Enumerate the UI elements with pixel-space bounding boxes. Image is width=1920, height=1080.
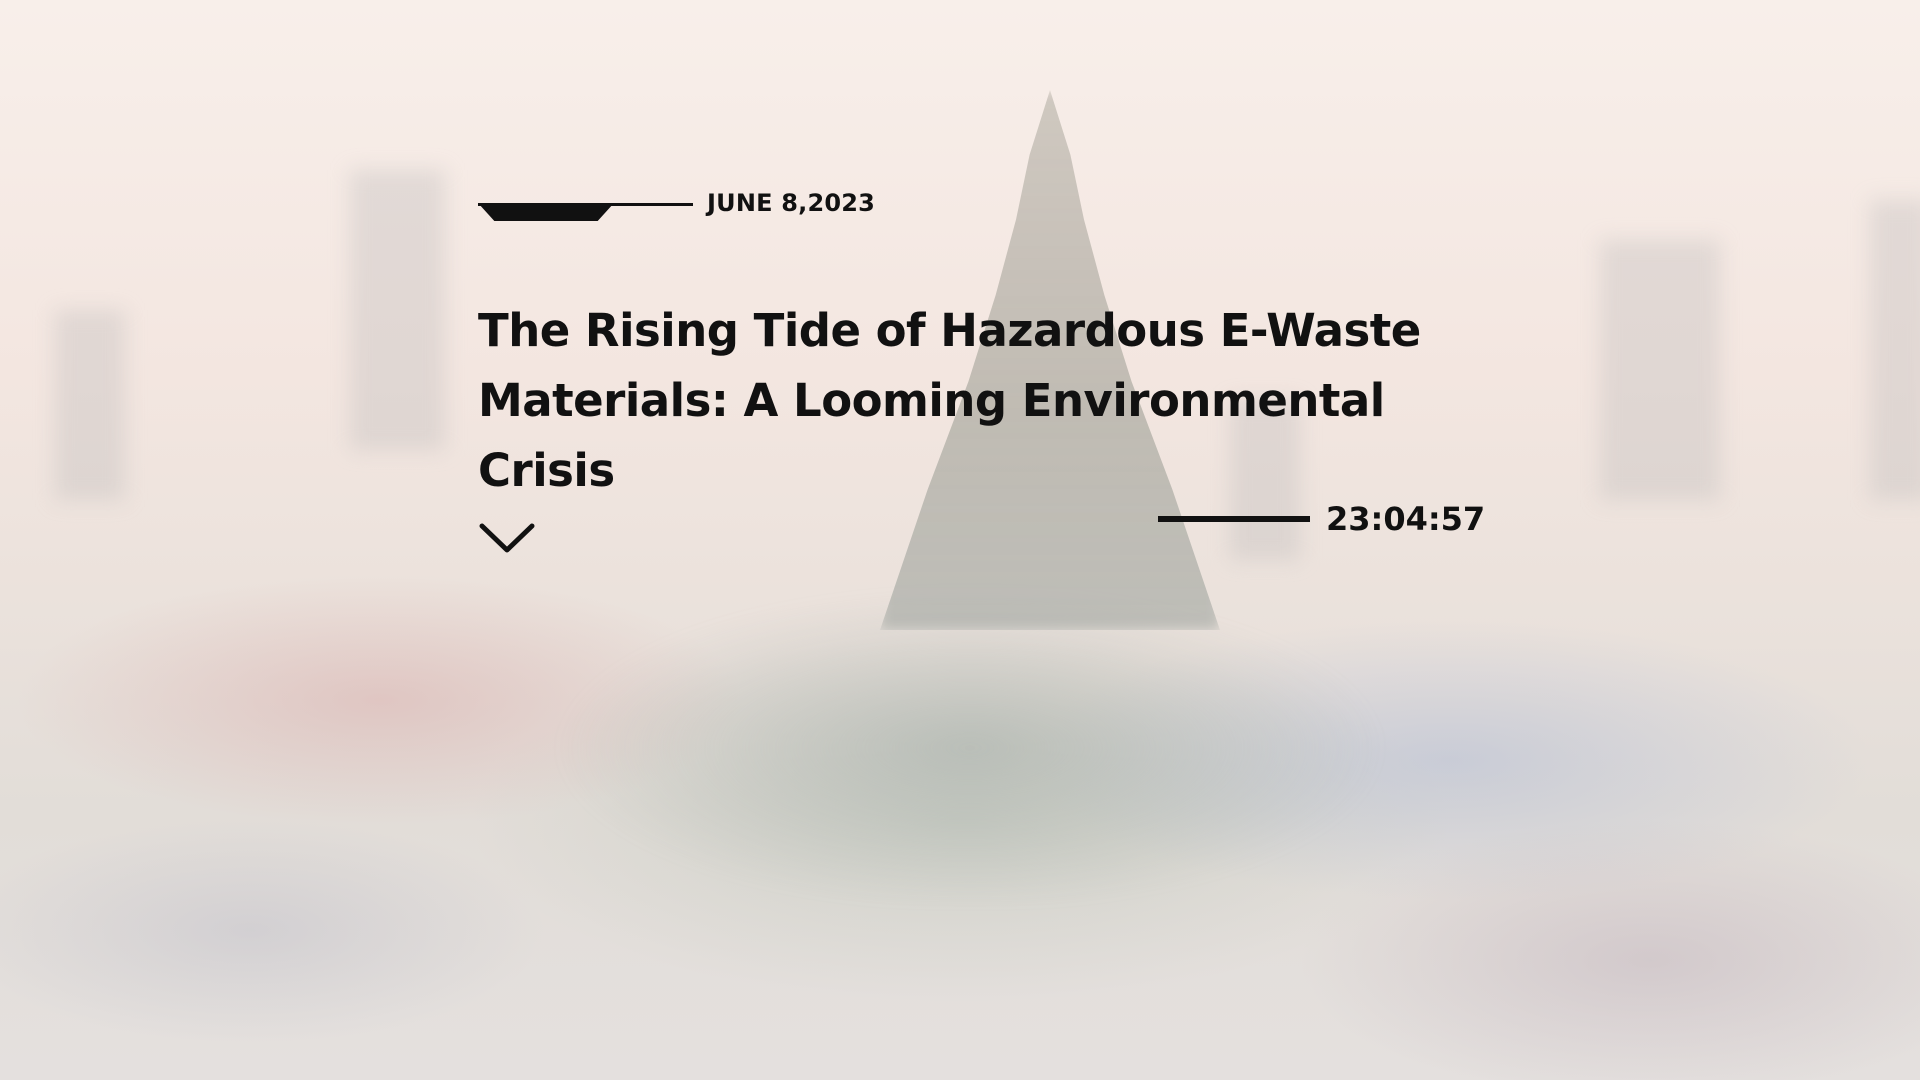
article-date: JUNE 8,2023 [707, 189, 876, 217]
background-building [350, 170, 445, 450]
chevron-down-icon[interactable] [478, 520, 536, 558]
date-rule-bar [478, 203, 614, 221]
date-row: JUNE 8,2023 [478, 186, 875, 226]
article-title: The Rising Tide of Hazardous E-Waste Mat… [478, 304, 1421, 497]
date-decorative-rule [478, 186, 693, 226]
time-row: 23:04:57 [1158, 500, 1485, 538]
background-building [1870, 200, 1920, 500]
background-building [1600, 240, 1720, 500]
article-time: 23:04:57 [1326, 500, 1486, 538]
time-decorative-line [1158, 516, 1310, 522]
chevron-down-icon-svg [479, 523, 535, 553]
background-building [55, 310, 125, 500]
